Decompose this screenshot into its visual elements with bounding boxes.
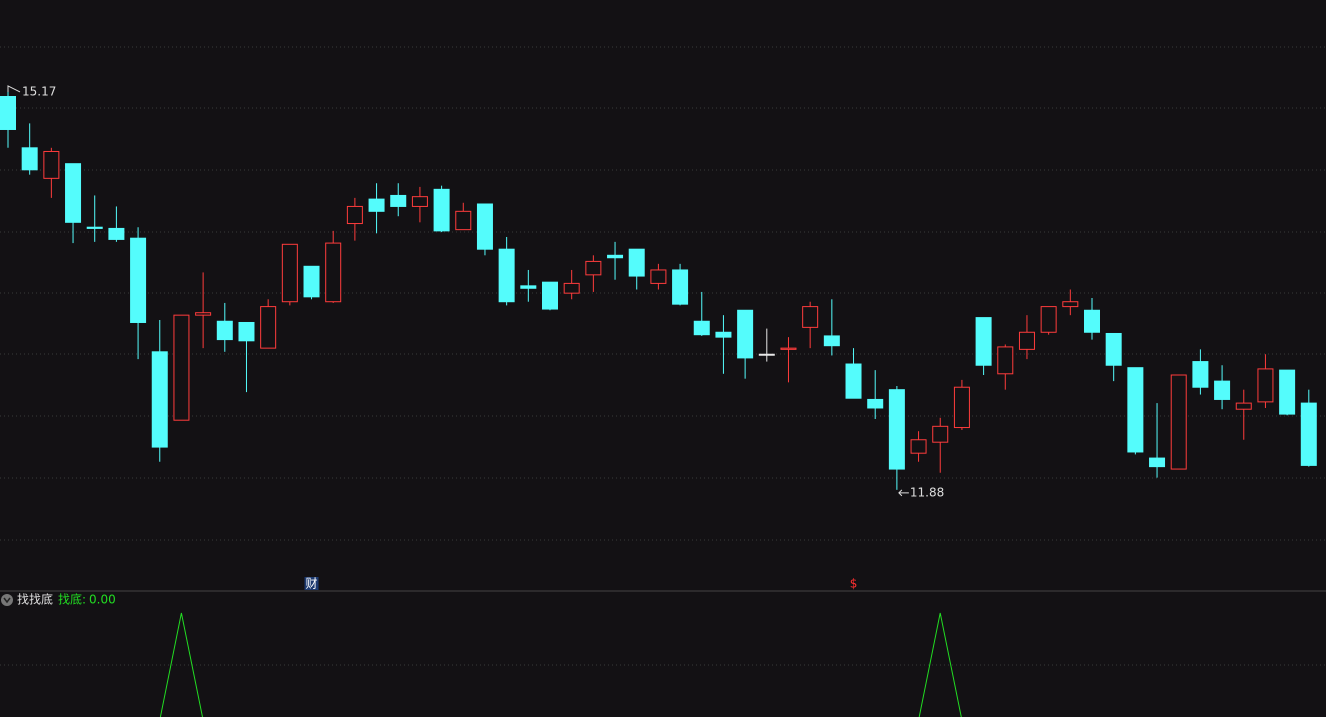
candle-body bbox=[585, 260, 602, 276]
candle-body bbox=[888, 389, 905, 470]
candle-body bbox=[260, 306, 277, 349]
candle-body bbox=[780, 347, 797, 350]
candle-body bbox=[130, 237, 147, 323]
candle-body bbox=[607, 254, 624, 259]
candle-body bbox=[953, 386, 970, 429]
candle-body bbox=[758, 353, 775, 356]
max-label: 15.17 bbox=[22, 84, 56, 98]
candle-body bbox=[43, 150, 60, 179]
candle-body bbox=[86, 226, 103, 229]
candle-body bbox=[238, 321, 255, 342]
candle-body bbox=[65, 163, 82, 223]
candle-body bbox=[390, 194, 407, 207]
candle-body bbox=[108, 227, 125, 240]
candle-body bbox=[368, 198, 385, 212]
min-pointer bbox=[898, 489, 909, 497]
indicator-value: 0.00 bbox=[89, 593, 116, 607]
candle-body bbox=[542, 281, 558, 310]
candle-body bbox=[845, 363, 862, 399]
grid bbox=[0, 46, 1326, 666]
candle-body bbox=[216, 320, 233, 341]
candle-body bbox=[1257, 368, 1274, 403]
collapse-icon bbox=[3, 597, 11, 604]
candle-body bbox=[823, 335, 840, 347]
candle-body bbox=[1300, 402, 1317, 466]
candle-body bbox=[1084, 309, 1100, 333]
marker: $ bbox=[850, 577, 858, 591]
marker: 财 bbox=[306, 577, 318, 591]
candle-body bbox=[1105, 332, 1122, 366]
candle-body bbox=[672, 269, 689, 305]
candle-body bbox=[498, 248, 515, 303]
candle-body bbox=[997, 346, 1014, 375]
candle-body bbox=[520, 285, 537, 289]
min-label: 11.88 bbox=[910, 485, 944, 499]
candle-body bbox=[0, 96, 16, 130]
candle-body bbox=[1235, 402, 1252, 410]
candle-body bbox=[628, 248, 645, 277]
candle-body bbox=[975, 317, 992, 366]
candle-body bbox=[151, 351, 168, 448]
candle-body bbox=[411, 196, 428, 207]
candle-body bbox=[693, 320, 710, 336]
candle-body bbox=[650, 269, 667, 284]
candle-body bbox=[281, 243, 298, 303]
candle-body bbox=[1170, 374, 1187, 470]
indicator-name: 找底: bbox=[58, 592, 86, 607]
candle-body bbox=[303, 265, 320, 298]
candle-body bbox=[802, 306, 819, 328]
candle-body bbox=[325, 242, 342, 303]
candle-body bbox=[715, 331, 732, 338]
candle-body bbox=[346, 205, 363, 225]
candle-body bbox=[932, 425, 949, 443]
candle-body bbox=[433, 188, 450, 232]
candle-body bbox=[1192, 361, 1209, 388]
max-pointer bbox=[7, 85, 21, 93]
candle-body bbox=[195, 312, 212, 316]
indicator-line bbox=[159, 612, 962, 717]
candle-body bbox=[1279, 369, 1296, 415]
marker-box bbox=[304, 577, 319, 590]
candle-body bbox=[1018, 331, 1035, 350]
candle-body bbox=[1062, 301, 1079, 308]
candle-body bbox=[910, 439, 927, 454]
candle-body bbox=[1149, 457, 1166, 468]
collapse-button[interactable] bbox=[1, 594, 13, 606]
candle-body bbox=[455, 210, 472, 231]
candle-body bbox=[1040, 306, 1057, 333]
candle-body bbox=[563, 282, 580, 294]
candle-body bbox=[1214, 380, 1231, 400]
indicator-title: 找找底 bbox=[17, 592, 53, 607]
candle-body bbox=[1127, 367, 1144, 453]
candle-body bbox=[173, 314, 190, 421]
candle-body bbox=[867, 398, 884, 409]
candle-body bbox=[737, 309, 754, 359]
candle-body bbox=[21, 147, 38, 171]
candle-body bbox=[476, 203, 493, 250]
